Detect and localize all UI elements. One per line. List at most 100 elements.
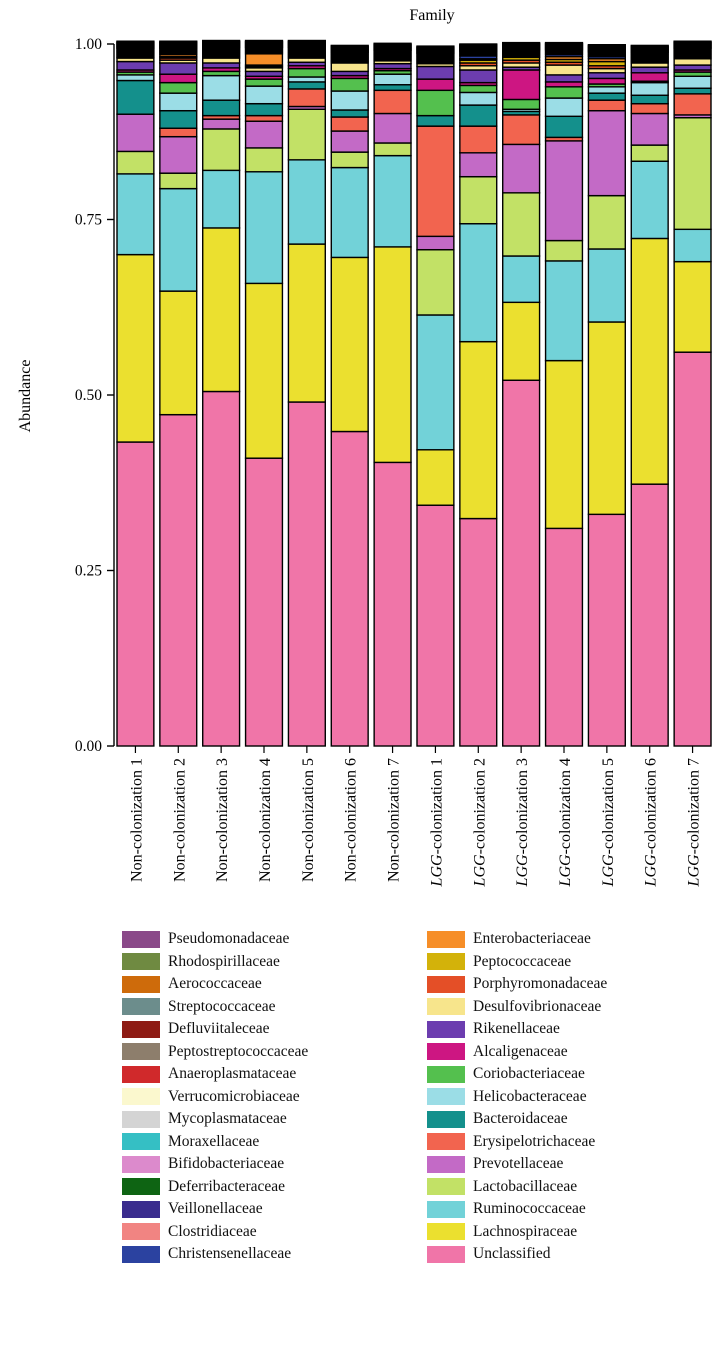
bar-segment [459, 104, 498, 127]
legend-swatch [427, 1110, 465, 1128]
bar-segment [459, 517, 498, 747]
bar-segment [459, 152, 498, 178]
bar-segment [544, 86, 584, 99]
legend-swatch [122, 953, 160, 971]
legend-item: Porphyromonadaceae [427, 973, 607, 996]
bar-segment [287, 401, 326, 747]
legend-label: Ruminococcaceae [473, 1200, 586, 1217]
legend-label: Mycoplasmataceae [168, 1110, 287, 1127]
bar-segment [116, 113, 155, 153]
bar-segment [373, 73, 412, 86]
bar-stack [544, 41, 584, 747]
bar-segment [459, 175, 498, 225]
legend-label: Prevotellaceae [473, 1155, 564, 1172]
bar-segment [587, 77, 626, 85]
bar-segment [159, 109, 198, 129]
bar-segment [630, 102, 669, 115]
bar-segment [459, 43, 498, 46]
bar-segment [673, 260, 712, 353]
bar-segment [416, 248, 455, 316]
bar-segment [630, 81, 669, 96]
bar-segment [373, 246, 412, 464]
bar-segment [630, 160, 669, 240]
legend-left-column: Pseudomonadaceae Rhodospirillaceae Aerococ… [122, 928, 308, 1266]
legend-swatch [427, 1155, 465, 1173]
bar-segment [244, 78, 284, 87]
bar-segment [416, 235, 455, 251]
bar-segment [202, 227, 241, 393]
legend-swatch [122, 1223, 160, 1241]
bar-segment [502, 69, 541, 101]
bar-segment [373, 112, 412, 144]
bar-segment [159, 135, 198, 174]
bar-segment [544, 527, 584, 747]
bar-segment [244, 147, 284, 173]
bar-segment [287, 108, 326, 161]
legend-swatch [427, 1088, 465, 1106]
legend-label: Clostridiaceae [168, 1222, 257, 1240]
bar-segment [116, 173, 155, 256]
bar-segment [287, 88, 326, 108]
bar-segment [244, 85, 284, 105]
legend-item: Lachnospiraceae [427, 1221, 607, 1244]
bar-segment [159, 172, 198, 190]
bar-segment [459, 84, 498, 94]
bar-segment [287, 67, 326, 78]
bar-segment [544, 64, 584, 76]
legend-swatch [122, 975, 160, 993]
y-tick-label: 1.00 [75, 36, 102, 53]
legend-swatch [122, 1043, 160, 1061]
legend-swatch [122, 1155, 160, 1173]
bar-segment [330, 130, 369, 153]
y-tick-label: 0.00 [75, 738, 102, 755]
legend-label: Aerococcaceae [168, 975, 262, 992]
bar-segment [202, 99, 241, 117]
legend-swatch [427, 1065, 465, 1083]
bar-segment [630, 112, 669, 146]
bar-segment [116, 150, 155, 175]
bar-segment [287, 76, 326, 83]
legend-label: Deferribacteraceae [168, 1177, 285, 1195]
legend-item: Peptostreptococcaceae [122, 1041, 308, 1064]
bar-segment [544, 115, 584, 139]
bar-stack [502, 41, 541, 747]
bar-segment [630, 94, 669, 105]
bar-segment [287, 39, 326, 42]
bar-segment [416, 78, 455, 92]
y-axis-label: Abundance [17, 360, 34, 433]
bar-segment [587, 513, 626, 747]
bar-segment [159, 40, 198, 43]
legend-item: Rikenellaceae [427, 1018, 607, 1041]
y-tick-label: 0.25 [75, 563, 102, 580]
legend-item: Rhodospirillaceae [122, 951, 308, 974]
legend-item: Lactobacillaceae [427, 1176, 607, 1199]
legend-label: Moraxellaceae [168, 1132, 260, 1150]
legend-swatch [427, 930, 465, 948]
bar-segment [287, 81, 326, 90]
bar-stack [244, 39, 284, 747]
bar-segment [416, 449, 455, 506]
bar-segment [116, 253, 155, 443]
bar-segment [544, 239, 584, 262]
legend-label: Bacteroidaceae [473, 1110, 568, 1127]
legend-item: Peptococcaceae [427, 951, 607, 974]
bar-segment [544, 41, 584, 44]
bar-segment [416, 45, 455, 48]
legend-item: Christensenellaceae [122, 1243, 308, 1266]
legend-label: Erysipelotrichaceae [473, 1132, 596, 1150]
bar-segment [673, 351, 712, 747]
bar-stack [416, 45, 455, 747]
legend-label: Helicobacteraceae [473, 1087, 587, 1105]
bar-segment [159, 413, 198, 747]
bar-segment [330, 166, 369, 259]
bar-segment [373, 62, 412, 70]
legend-swatch [122, 1200, 160, 1218]
bar-segment [587, 321, 626, 516]
bar-segment [244, 102, 284, 117]
bar-segment [202, 39, 241, 42]
bar-segment [630, 237, 669, 485]
legend-item: Deferribacteraceae [122, 1176, 308, 1199]
bar-segment [244, 120, 284, 149]
bar-stack [673, 40, 712, 747]
bar-segment [587, 72, 626, 80]
